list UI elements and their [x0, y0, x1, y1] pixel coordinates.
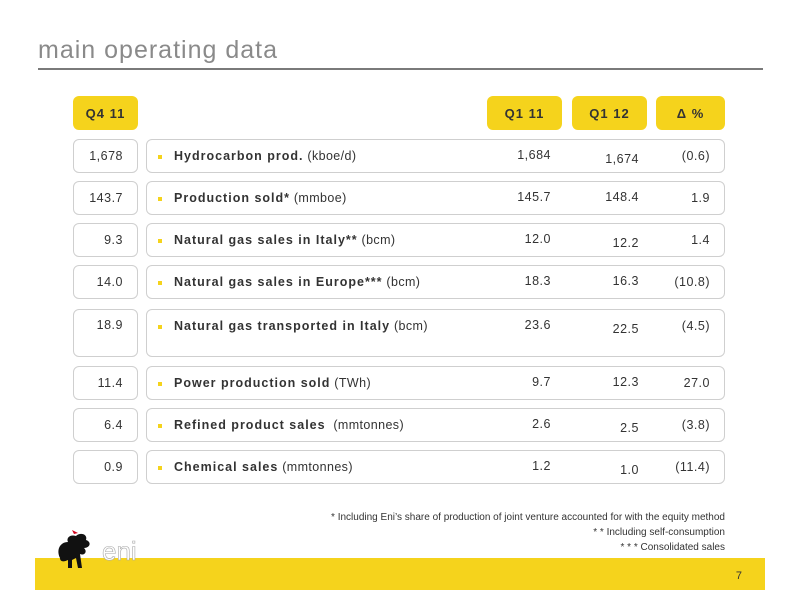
q4-11-value: 143.7	[73, 181, 138, 215]
bullet-icon	[158, 424, 162, 428]
q4-11-value: 6.4	[73, 408, 138, 442]
table-row: Production sold* (mmboe) 145.7 148.4 1.9	[146, 181, 725, 215]
q1-11-value: 1.2	[532, 459, 551, 473]
row-label-metric: Natural gas transported in Italy	[174, 319, 391, 333]
q1-11-value: 2.6	[532, 417, 551, 431]
q1-12-value: 12.2	[612, 236, 639, 250]
delta-value: (0.6)	[681, 149, 710, 163]
footnotes: * Including Eni’s share of production of…	[331, 510, 725, 555]
header-q4-11: Q4 11	[73, 96, 138, 130]
footer-band	[35, 558, 765, 590]
bullet-icon	[158, 466, 162, 470]
delta-value: 1.4	[691, 233, 710, 247]
row-label: Natural gas transported in Italy (bcm)	[174, 319, 428, 333]
delta-value: 1.9	[691, 191, 710, 205]
q1-11-value: 18.3	[524, 274, 551, 288]
q4-11-value: 1,678	[73, 139, 138, 173]
row-label-unit: (mmtonnes)	[325, 418, 405, 432]
eni-logo-icon: eni	[58, 530, 137, 568]
bullet-icon	[158, 239, 162, 243]
q1-12-value: 22.5	[612, 322, 639, 336]
row-label: Refined product sales (mmtonnes)	[174, 418, 404, 432]
delta-value: (3.8)	[681, 418, 710, 432]
table-row: Hydrocarbon prod. (kboe/d) 1,684 1,674 (0.6…	[146, 139, 725, 173]
header-delta-percent: Δ %	[656, 96, 725, 130]
q1-12-value: 148.4	[605, 190, 639, 204]
bullet-icon	[158, 281, 162, 285]
q4-11-value: 11.4	[73, 366, 138, 400]
table-row: Natural gas transported in Italy (bcm) 23…	[146, 309, 725, 357]
row-label-unit: (TWh)	[330, 376, 372, 390]
row-label-metric: Power production sold	[174, 376, 331, 390]
header-q1-12: Q1 12	[572, 96, 647, 130]
bullet-icon	[158, 197, 162, 201]
row-label-metric: Chemical sales	[174, 460, 279, 474]
row-label-unit: (kboe/d)	[303, 149, 357, 163]
delta-value: (4.5)	[681, 319, 710, 333]
q4-11-value: 0.9	[73, 450, 138, 484]
row-label-metric: Production sold*	[174, 191, 290, 205]
delta-value: (11.4)	[675, 460, 710, 474]
q1-12-value: 2.5	[620, 421, 639, 435]
logo-text: eni	[102, 536, 137, 566]
row-label-unit: (bcm)	[382, 275, 421, 289]
row-label-metric: Natural gas sales in Italy**	[174, 233, 358, 247]
bullet-icon	[158, 325, 162, 329]
footnote-3: * * * Consolidated sales	[620, 542, 725, 553]
q1-11-value: 12.0	[524, 232, 551, 246]
page-number: 7	[735, 570, 742, 582]
footnote-1: * Including Eni’s share of production of…	[331, 512, 725, 523]
q1-12-value: 12.3	[612, 375, 639, 389]
row-label: Natural gas sales in Europe*** (bcm)	[174, 275, 420, 289]
q1-12-value: 16.3	[612, 274, 639, 288]
table-row: Chemical sales (mmtonnes) 1.2 1.0 (11.4)	[146, 450, 725, 484]
table-row: Power production sold (TWh) 9.7 12.3 27.0	[146, 366, 725, 400]
bullet-icon	[158, 382, 162, 386]
delta-value: (10.8)	[674, 275, 710, 289]
row-label-unit: (bcm)	[390, 319, 428, 333]
table-row: Refined product sales (mmtonnes) 2.6 2.5 (3…	[146, 408, 725, 442]
q1-11-value: 1,684	[517, 148, 551, 162]
q1-11-value: 23.6	[524, 318, 551, 332]
q1-12-value: 1.0	[620, 463, 639, 477]
q4-11-value: 18.9	[73, 309, 138, 357]
row-label: Production sold* (mmboe)	[174, 191, 347, 205]
row-label-unit: (bcm)	[357, 233, 396, 247]
row-label: Natural gas sales in Italy** (bcm)	[174, 233, 395, 247]
title-divider	[38, 68, 763, 70]
row-label-metric: Refined product sales	[174, 418, 326, 432]
row-label-metric: Natural gas sales in Europe***	[174, 275, 383, 289]
row-label-unit: (mmboe)	[290, 191, 347, 205]
row-label: Chemical sales (mmtonnes)	[174, 460, 353, 474]
q1-11-value: 145.7	[517, 190, 551, 204]
page-title: main operating data	[38, 36, 278, 64]
table-row: Natural gas sales in Europe*** (bcm) 18.3…	[146, 265, 725, 299]
bullet-icon	[158, 155, 162, 159]
q1-11-value: 9.7	[532, 375, 551, 389]
q4-11-value: 9.3	[73, 223, 138, 257]
header-q1-11: Q1 11	[487, 96, 562, 130]
row-label: Hydrocarbon prod. (kboe/d)	[174, 149, 356, 163]
row-label-metric: Hydrocarbon prod.	[174, 149, 304, 163]
table-row: Natural gas sales in Italy** (bcm) 12.0 12…	[146, 223, 725, 257]
row-label: Power production sold (TWh)	[174, 376, 371, 390]
row-label-unit: (mmtonnes)	[278, 460, 353, 474]
q4-11-value: 14.0	[73, 265, 138, 299]
footnote-2: * * Including self-consumption	[593, 527, 725, 538]
q1-12-value: 1,674	[605, 152, 639, 166]
delta-value: 27.0	[683, 376, 710, 390]
